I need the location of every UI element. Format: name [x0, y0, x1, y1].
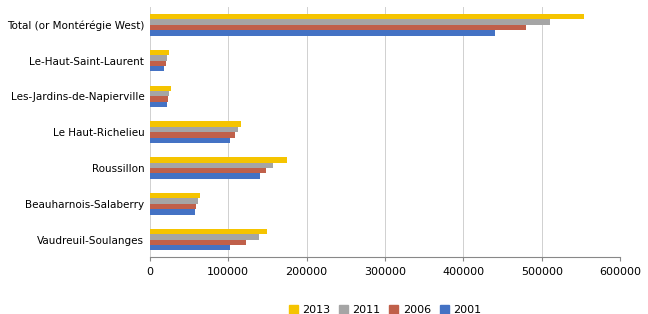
Bar [150, 240, 246, 245]
Bar [150, 229, 268, 234]
Bar [150, 127, 238, 132]
Bar [150, 14, 584, 19]
Bar [150, 138, 230, 143]
Bar [150, 50, 168, 55]
Bar [150, 96, 168, 102]
Bar [150, 86, 172, 91]
Bar [150, 30, 494, 35]
Bar [150, 122, 241, 127]
Bar [150, 157, 287, 163]
Bar [150, 66, 165, 71]
Bar [150, 204, 196, 209]
Bar [150, 55, 167, 61]
Bar [150, 209, 194, 214]
Bar [150, 19, 550, 25]
Legend: 2013, 2011, 2006, 2001: 2013, 2011, 2006, 2001 [284, 300, 485, 314]
Bar [150, 163, 273, 168]
Bar [150, 102, 167, 107]
Bar [150, 234, 259, 240]
Bar [150, 61, 166, 66]
Bar [150, 245, 230, 250]
Bar [150, 173, 260, 179]
Bar [150, 168, 266, 173]
Bar [150, 91, 170, 96]
Bar [150, 132, 235, 138]
Bar [150, 193, 200, 198]
Bar [150, 198, 198, 204]
Bar [150, 25, 526, 30]
